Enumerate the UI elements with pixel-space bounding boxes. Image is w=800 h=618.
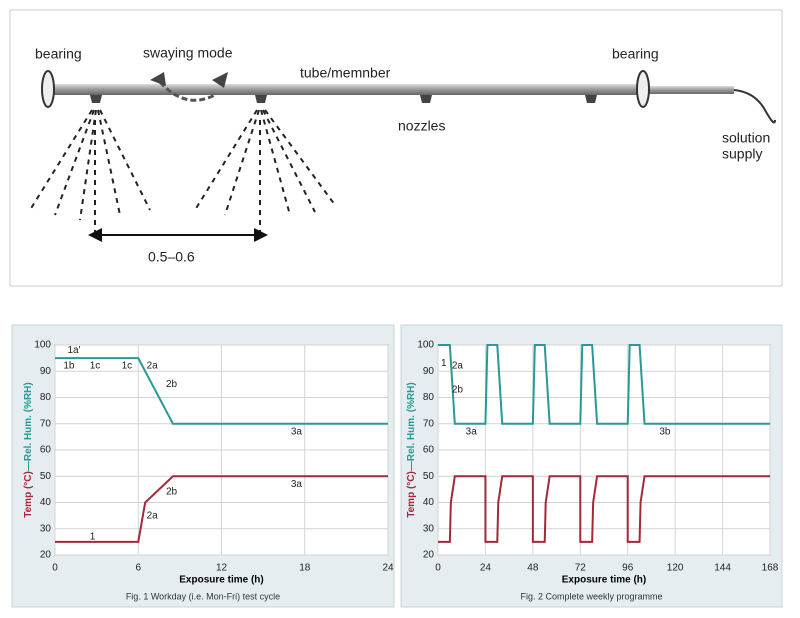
y-tick-label: 40 bbox=[40, 497, 52, 508]
x-tick-label: 0 bbox=[52, 563, 58, 574]
tube bbox=[52, 84, 642, 95]
nozzles bbox=[90, 95, 597, 103]
line-series bbox=[55, 475, 388, 543]
y-tick-label: 50 bbox=[423, 471, 435, 482]
y-axis-label-part: —Rel. Hum. (%RH) bbox=[23, 382, 34, 471]
x-tick-label: 96 bbox=[622, 563, 634, 574]
x-tick-label: 0 bbox=[435, 563, 441, 574]
label: 0.5–0.6 bbox=[148, 249, 195, 265]
y-tick-label: 20 bbox=[423, 550, 435, 561]
bearing bbox=[41, 70, 55, 108]
label: swaying mode bbox=[143, 45, 233, 61]
annotation: 1 bbox=[90, 531, 96, 542]
annotation: 3b bbox=[659, 426, 671, 437]
y-tick-label: 20 bbox=[40, 550, 52, 561]
caption: Fig. 2 Complete weekly programme bbox=[520, 591, 662, 601]
label: nozzles bbox=[398, 118, 445, 134]
line-series bbox=[438, 475, 770, 543]
annotation: 1 bbox=[441, 358, 447, 369]
y-axis-label: Temp (°C)—Rel. Hum. (%RH) bbox=[406, 382, 417, 518]
y-tick-label: 60 bbox=[40, 445, 52, 456]
diagram: bearing swaying mode tube/memnber bearin… bbox=[9, 9, 783, 287]
y-tick-label: 80 bbox=[423, 392, 435, 403]
supply-hose bbox=[733, 89, 776, 124]
annotation: 2a bbox=[147, 510, 159, 521]
caption: Fig. 1 Workday (i.e. Mon-Fri) test cycle bbox=[126, 591, 280, 601]
annotation: 1c bbox=[90, 361, 101, 372]
annotation: 3a bbox=[291, 426, 303, 437]
x-tick-label: 120 bbox=[667, 563, 684, 574]
annotation: 2b bbox=[166, 379, 178, 390]
x-tick-label: 168 bbox=[762, 563, 779, 574]
label: bearing bbox=[35, 46, 82, 62]
y-tick-label: 40 bbox=[423, 497, 435, 508]
x-tick-label: 48 bbox=[527, 563, 539, 574]
y-tick-label: 30 bbox=[423, 523, 435, 534]
y-tick-label: 30 bbox=[40, 523, 52, 534]
line-series bbox=[438, 344, 770, 425]
y-tick-label: 80 bbox=[40, 392, 52, 403]
x-tick-label: 18 bbox=[299, 563, 311, 574]
y-tick-label: 50 bbox=[40, 471, 52, 482]
label: tube/memnber bbox=[300, 65, 391, 81]
annotation: 2b bbox=[452, 384, 464, 395]
y-tick-label: 70 bbox=[40, 418, 52, 429]
sway-arrows bbox=[150, 72, 228, 88]
tube-end bbox=[642, 86, 734, 94]
y-tick-label: 100 bbox=[417, 340, 434, 351]
y-axis-label-part: Temp (°C) bbox=[406, 471, 417, 518]
y-tick-label: 70 bbox=[423, 418, 435, 429]
line-series bbox=[55, 357, 388, 425]
x-tick-label: 6 bbox=[135, 563, 141, 574]
annotation: 1c bbox=[122, 361, 133, 372]
x-tick-label: 24 bbox=[382, 563, 394, 574]
x-axis-label: Exposure time (h) bbox=[179, 575, 263, 586]
annotation: 1b bbox=[63, 361, 75, 372]
x-tick-label: 12 bbox=[216, 563, 228, 574]
y-axis-label-part: —Rel. Hum. (%RH) bbox=[406, 382, 417, 471]
x-tick-label: 72 bbox=[575, 563, 587, 574]
annotation: 2a bbox=[147, 361, 159, 372]
x-tick-label: 144 bbox=[714, 563, 731, 574]
y-tick-label: 100 bbox=[34, 340, 51, 351]
x-tick-label: 24 bbox=[480, 563, 492, 574]
label: bearing bbox=[612, 46, 659, 62]
y-tick-label: 60 bbox=[423, 445, 435, 456]
sprays bbox=[29, 109, 336, 232]
bearing bbox=[636, 70, 650, 108]
annotation: 1a' bbox=[67, 345, 80, 356]
y-axis-label-part: Temp (°C) bbox=[23, 471, 34, 518]
annotation: 3a bbox=[466, 426, 478, 437]
label: solution bbox=[722, 130, 770, 146]
x-axis-label: Exposure time (h) bbox=[562, 575, 646, 586]
diagram-frame bbox=[9, 9, 783, 287]
annotation: 3a bbox=[291, 479, 303, 490]
annotation: 2b bbox=[166, 487, 178, 498]
y-axis-label: Temp (°C)—Rel. Hum. (%RH) bbox=[23, 382, 34, 518]
sway-arc bbox=[158, 81, 216, 102]
y-tick-label: 90 bbox=[40, 366, 52, 377]
y-tick-label: 90 bbox=[423, 366, 435, 377]
label: supply bbox=[722, 146, 762, 162]
annotation: 2a bbox=[452, 361, 464, 372]
